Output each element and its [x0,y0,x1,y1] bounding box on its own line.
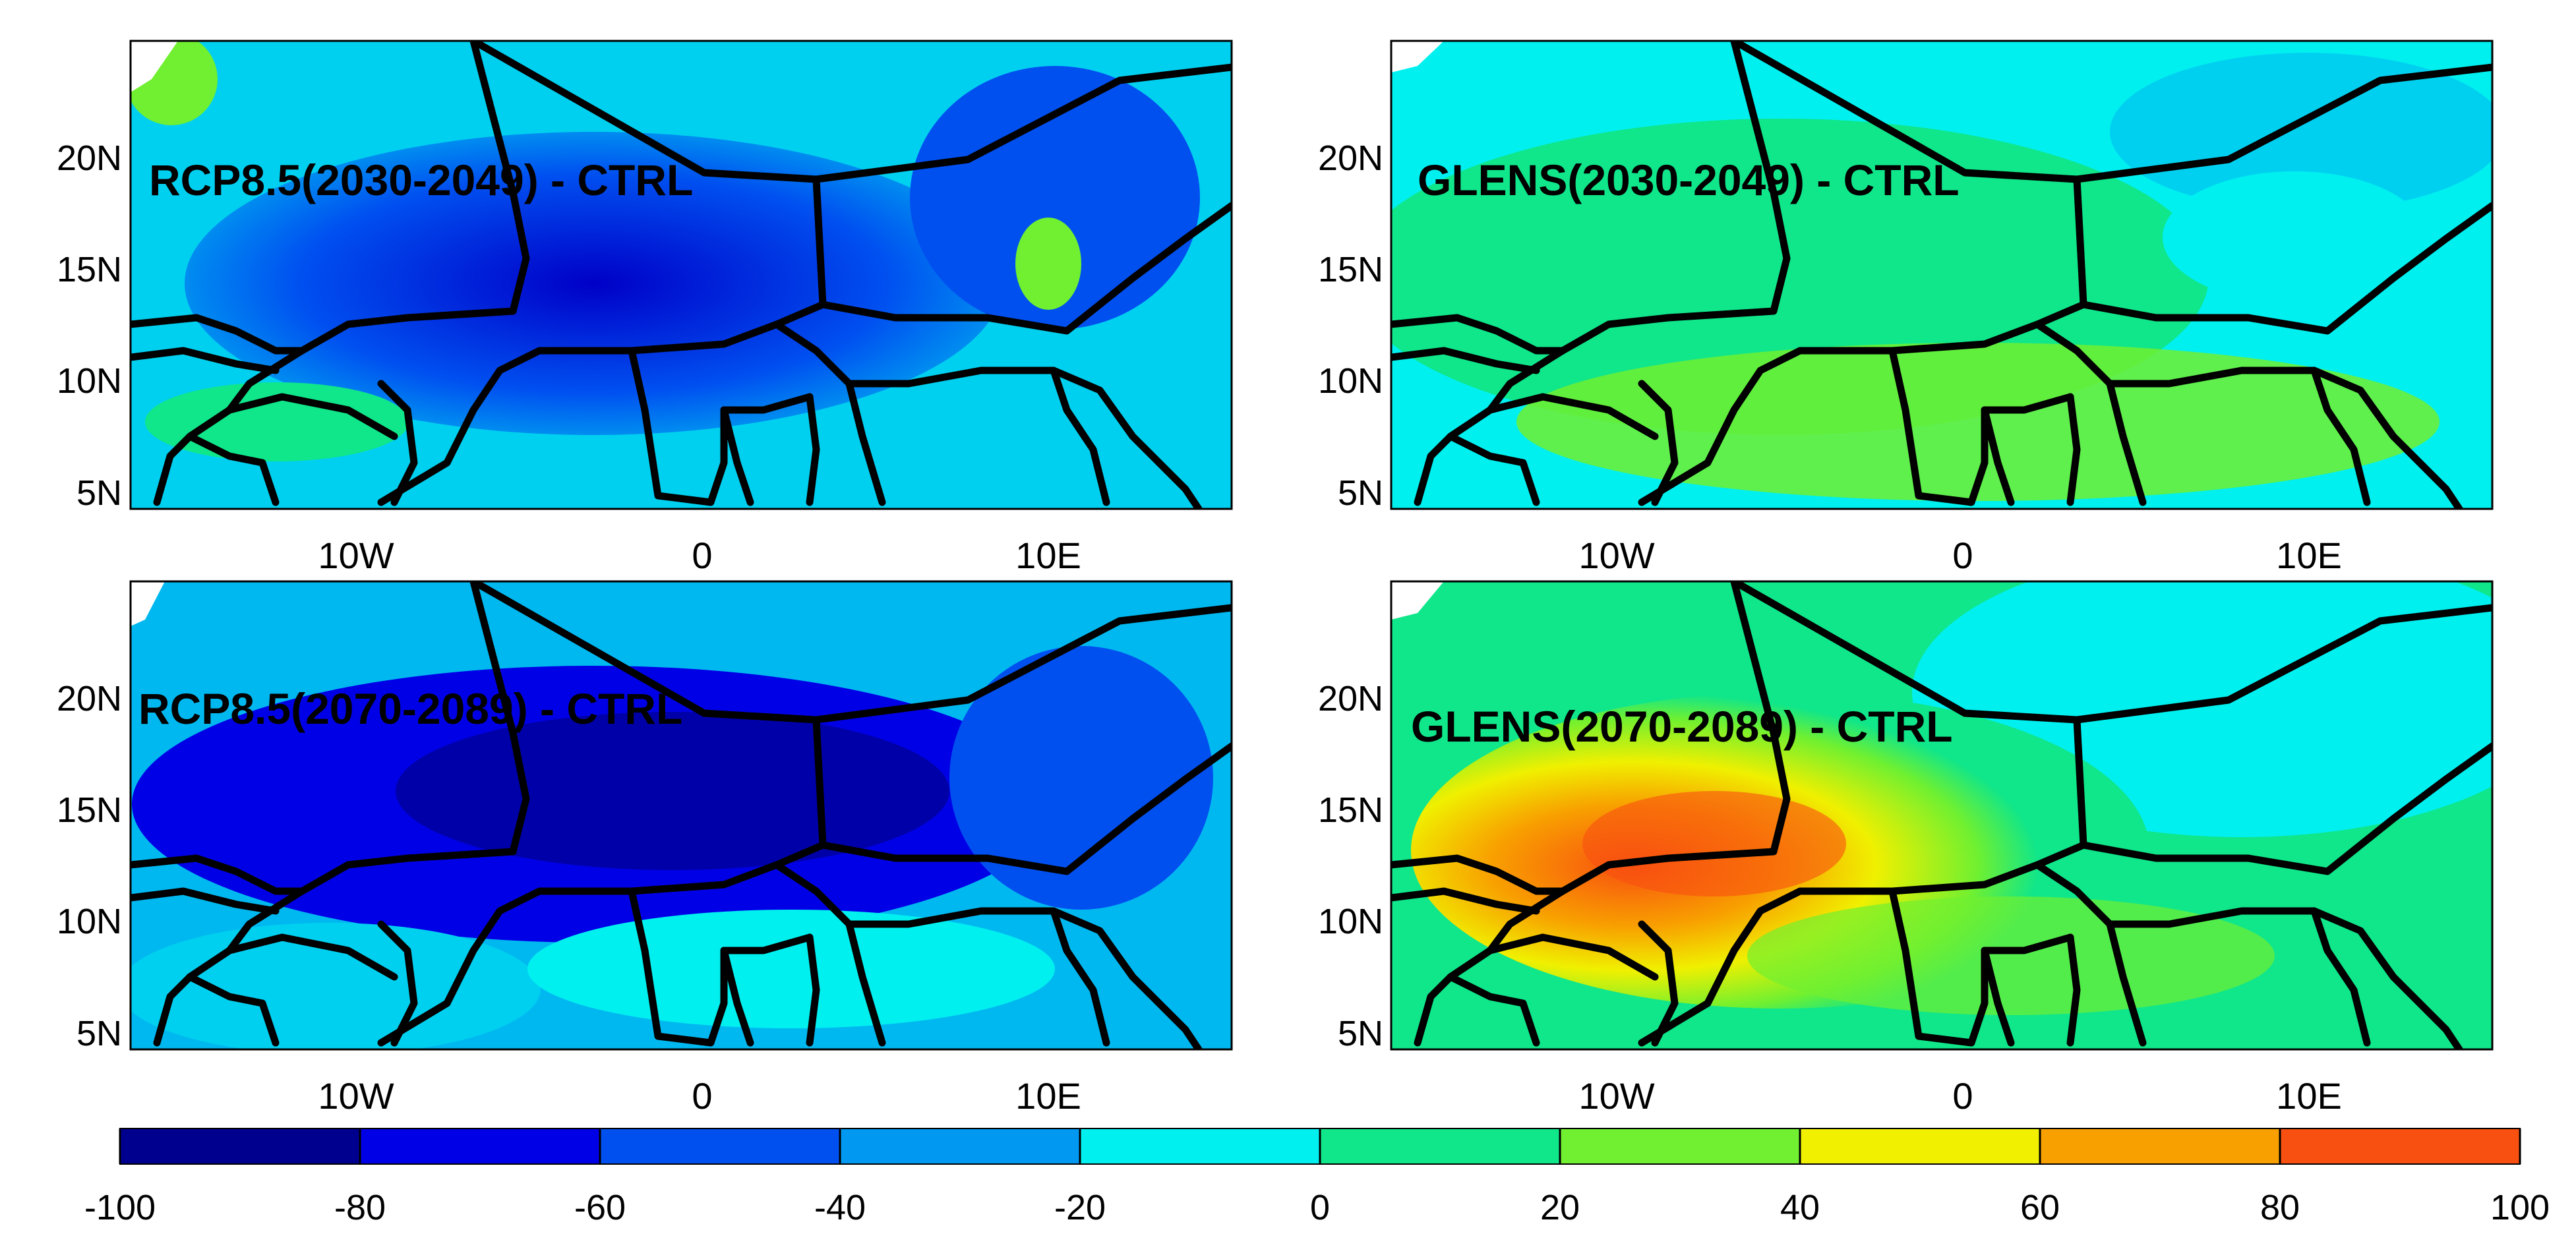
colorbar-tick-label: 0 [1310,1188,1330,1227]
lat-label: 20N [57,138,122,178]
lat-label: 15N [1318,790,1383,830]
panel-title: RCP8.5(2030-2049) - CTRL [149,156,693,204]
colorbar-segment [599,1128,841,1165]
panel-rcp85-2070: RCP8.5(2070-2089) - CTRL [129,580,1233,1051]
lon-axis-right-top: 10W 0 10E [1578,535,2341,576]
colorbar-segment [1079,1128,1321,1165]
colorbar-tick-label: -100 [84,1188,156,1227]
lat-label: 20N [57,679,122,718]
lon-label: 10E [2276,535,2342,576]
lon-label: 10W [318,535,394,576]
lat-label: 5N [76,473,122,513]
lon-label: 10W [318,1075,394,1117]
lon-label: 10E [1015,1075,1081,1117]
lon-label: 10E [2276,1075,2342,1117]
lat-label: 5N [1338,1014,1383,1053]
panel-glens-2070: GLENS(2070-2089) - CTRL [1390,580,2494,1051]
lon-label: 0 [692,535,712,576]
panel-title: GLENS(2070-2089) - CTRL [1411,702,1953,751]
lon-axis-left-bottom: 10W 0 10E [318,1075,1081,1117]
colorbar-tick-label: 40 [1780,1188,1820,1227]
lat-label: 10N [57,902,122,941]
lat-label: 10N [57,361,122,401]
lat-axis-right-bottom: 20N 15N 10N 5N [1318,679,1383,1053]
lon-axis-right-bottom: 10W 0 10E [1578,1075,2341,1117]
colorbar-segment [119,1128,361,1165]
colorbar-tick-label: -40 [814,1188,866,1227]
panel-title: RCP8.5(2070-2089) - CTRL [138,684,682,733]
lon-label: 0 [1952,535,1973,576]
lon-label: 10W [1578,1075,1654,1117]
colorbar-segment [1559,1128,1801,1165]
panel-glens-2030: GLENS(2030-2049) - CTRL [1390,40,2494,510]
lat-label: 5N [1338,473,1383,513]
lon-label: 0 [692,1075,712,1117]
lat-label: 20N [1318,138,1383,178]
colorbar-tick-label: 20 [1540,1188,1580,1227]
lon-label: 10E [1015,535,1081,576]
lon-label: 0 [1952,1075,1973,1117]
colorbar-tick-label: -20 [1054,1188,1106,1227]
colorbar-tick-label: -80 [334,1188,386,1227]
panel-rcp85-2030: RCP8.5(2030-2049) - CTRL [129,40,1233,510]
colorbar-segment [839,1128,1081,1165]
lat-axis-left-top: 20N 15N 10N 5N [57,138,122,513]
colorbar-segment [2279,1128,2521,1165]
colorbar-segment [2039,1128,2281,1165]
colorbar-tick-label: -60 [574,1188,626,1227]
colorbar-tick-label: 80 [2260,1188,2300,1227]
lat-label: 10N [1318,361,1383,401]
lat-label: 10N [1318,902,1383,941]
lat-label: 20N [1318,679,1383,718]
colorbar-segment [1319,1128,1561,1165]
lat-axis-left-bottom: 20N 15N 10N 5N [57,679,122,1053]
colorbar-tick-label: 100 [2490,1188,2550,1227]
colorbar-segment [359,1128,601,1165]
lon-label: 10W [1578,535,1654,576]
lat-axis-right-top: 20N 15N 10N 5N [1318,138,1383,513]
panel-title: GLENS(2030-2049) - CTRL [1418,156,1960,204]
colorbar-tick-label: 60 [2020,1188,2060,1227]
colorbar-segment [1799,1128,2041,1165]
colorbar: -100 -80 -60 -40 -20 0 20 40 60 80 100 [84,1128,2550,1227]
lat-label: 15N [57,250,122,289]
lat-label: 5N [76,1014,122,1053]
lat-label: 15N [1318,250,1383,289]
lon-axis-left-top: 10W 0 10E [318,535,1081,576]
lat-label: 15N [57,790,122,830]
